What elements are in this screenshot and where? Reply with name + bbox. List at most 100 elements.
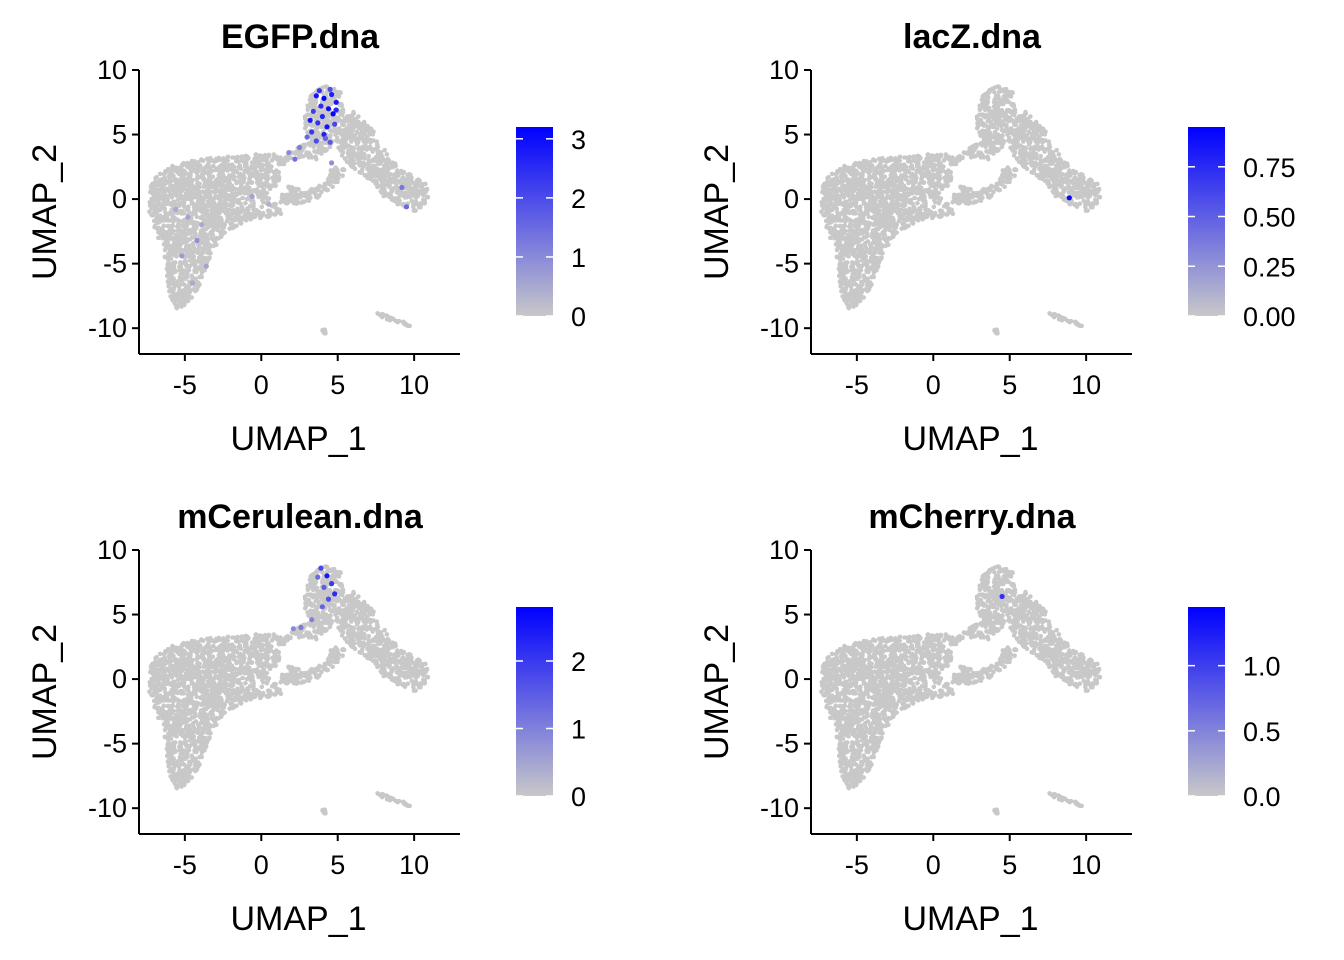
cell-point (226, 207, 232, 213)
cell-point (1026, 129, 1032, 135)
cell-point (338, 111, 344, 117)
cell-point (365, 175, 370, 181)
cell-point (351, 159, 356, 164)
expressing-cell-point (292, 156, 298, 162)
cell-point (870, 215, 875, 221)
y-tick-label: 5 (112, 120, 127, 150)
cell-point (866, 214, 872, 220)
cell-point (224, 158, 230, 164)
cell-point (872, 158, 878, 164)
cell-point (828, 235, 833, 241)
cell-point (891, 188, 896, 194)
cell-point (977, 130, 982, 135)
cell-point (852, 209, 857, 214)
cell-point (278, 155, 283, 160)
cell-point (840, 261, 845, 267)
cell-point (226, 182, 231, 187)
cell-point (288, 198, 293, 204)
cell-point (335, 169, 340, 175)
cell-point (873, 167, 878, 172)
expressing-cell-point (173, 206, 179, 212)
cell-point (1060, 194, 1066, 200)
cell-point (160, 203, 165, 209)
cell-point (1029, 145, 1034, 151)
cell-point (385, 181, 391, 186)
expressing-cell-point (324, 124, 330, 130)
cell-point (313, 114, 318, 119)
cell-point (210, 174, 216, 179)
cell-point (846, 253, 851, 259)
cell-point (351, 121, 356, 127)
cell-point (992, 85, 998, 90)
cell-point (191, 254, 197, 259)
cell-point (1033, 119, 1039, 125)
cell-point (234, 223, 239, 228)
cell-point (850, 183, 855, 189)
cell-point (969, 151, 975, 157)
cell-point (166, 278, 172, 283)
cell-point (209, 200, 214, 206)
cell-point (201, 167, 206, 172)
cell-point (234, 179, 239, 185)
color-bar (516, 127, 553, 316)
expressing-cell-point (307, 117, 313, 123)
cell-point (366, 161, 371, 166)
cell-point (244, 206, 250, 211)
cell-point (1047, 167, 1053, 173)
cell-point (239, 181, 244, 187)
cell-point (171, 282, 176, 287)
cell-point (216, 209, 221, 215)
cell-point (278, 200, 284, 205)
x-axis-title: UMAP_1 (230, 420, 366, 458)
cell-point (401, 169, 407, 175)
cell-point (931, 204, 937, 210)
background-cells (147, 84, 431, 336)
cell-point (200, 158, 206, 164)
cell-point (194, 287, 200, 292)
cell-point (216, 177, 221, 183)
cell-point (1078, 172, 1084, 177)
cell-point (1003, 86, 1009, 92)
cell-point (347, 154, 353, 159)
cell-point (981, 155, 987, 160)
cell-point (294, 201, 299, 206)
cell-point (1045, 173, 1050, 179)
cell-point (925, 168, 930, 173)
cell-point (168, 188, 173, 193)
cell-point (828, 183, 833, 188)
cell-point (236, 174, 242, 179)
cell-point (240, 195, 245, 201)
panel-1: lacZ.dna-5 0 5 10-10-50510UMAP_1UMAP_20.000… (698, 18, 1296, 458)
cell-point (221, 192, 227, 198)
cell-point (206, 172, 212, 177)
cell-point (213, 182, 218, 188)
cell-point (232, 155, 238, 161)
cell-point (174, 305, 180, 311)
expressing-cell-point (325, 106, 332, 112)
cell-point (854, 227, 860, 232)
cell-point (181, 200, 186, 206)
cell-point (355, 156, 361, 162)
cell-point (244, 196, 250, 202)
cell-point (293, 188, 299, 194)
cell-point (164, 241, 170, 246)
cell-point (259, 182, 264, 187)
cell-point (889, 215, 894, 220)
cell-point (904, 168, 909, 174)
cell-point (904, 155, 910, 161)
cell-point (205, 249, 210, 254)
expressing-cell-point (179, 253, 185, 259)
cell-point (267, 214, 272, 219)
cell-point (1065, 163, 1070, 169)
cell-point (239, 205, 245, 210)
cell-point (351, 111, 357, 116)
panel-title: EGFP.dna (221, 18, 380, 56)
cell-point (264, 166, 270, 171)
cell-point (183, 196, 188, 202)
cell-point (189, 158, 195, 164)
cell-point (244, 163, 249, 168)
cell-point (218, 229, 223, 235)
cell-point (992, 89, 997, 95)
